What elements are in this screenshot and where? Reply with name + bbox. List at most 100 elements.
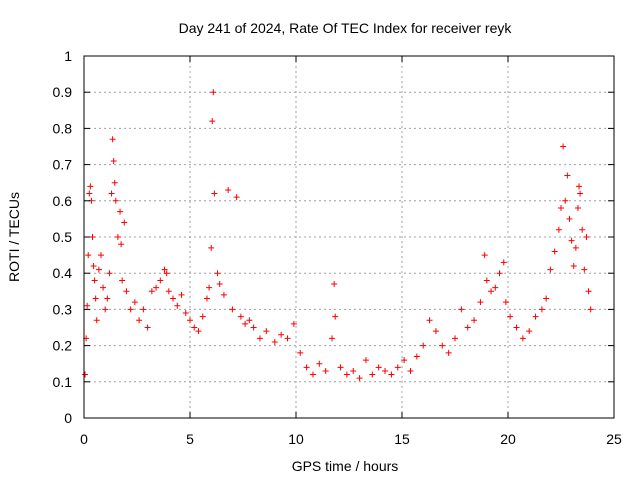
data-point (256, 335, 263, 342)
data-point (477, 299, 484, 306)
data-point (82, 371, 89, 378)
chart-title: Day 241 of 2024, Rate Of TEC Index for r… (179, 20, 513, 36)
y-tick-label: 0 (64, 410, 72, 426)
data-point (555, 226, 562, 233)
data-point (209, 118, 216, 125)
data-point (538, 306, 545, 313)
data-point (375, 364, 382, 371)
data-point (118, 241, 125, 248)
data-point (91, 277, 98, 284)
data-point (572, 244, 579, 251)
data-point (488, 288, 495, 295)
data-point (513, 324, 520, 331)
data-point (148, 288, 155, 295)
data-point (369, 371, 376, 378)
data-point (343, 371, 350, 378)
data-point (297, 349, 304, 356)
y-tick-label: 0.1 (53, 374, 73, 390)
data-point (203, 295, 210, 302)
data-point (577, 190, 584, 197)
data-point (445, 349, 452, 356)
data-point (309, 371, 316, 378)
x-tick-label: 15 (394, 431, 410, 447)
data-point (86, 190, 93, 197)
data-point (242, 320, 249, 327)
data-point (119, 277, 126, 284)
data-point (579, 226, 586, 233)
data-point (496, 270, 503, 277)
data-point (93, 317, 100, 324)
data-point (426, 317, 433, 324)
data-point (303, 364, 310, 371)
data-point (211, 190, 218, 197)
data-point (199, 313, 206, 320)
data-point (178, 291, 185, 298)
data-point (507, 313, 514, 320)
data-point (585, 288, 592, 295)
data-point (144, 324, 151, 331)
data-point (407, 367, 414, 374)
data-point (92, 295, 99, 302)
data-point (100, 284, 107, 291)
data-point (191, 324, 198, 331)
data-point (481, 252, 488, 259)
data-point (316, 360, 323, 367)
data-point (206, 284, 213, 291)
data-point (526, 328, 533, 335)
y-tick-label: 0.6 (53, 193, 73, 209)
data-point (214, 270, 221, 277)
x-tick-label: 0 (80, 431, 88, 447)
data-point (562, 197, 569, 204)
data-point (161, 266, 168, 273)
data-point (566, 215, 573, 222)
data-point (95, 266, 102, 273)
y-tick-label: 0.2 (53, 338, 73, 354)
data-point (111, 179, 118, 186)
data-point (356, 375, 363, 382)
x-tick-label: 20 (500, 431, 516, 447)
y-tick-label: 0.9 (53, 84, 73, 100)
data-point (439, 342, 446, 349)
data-point (458, 306, 465, 313)
data-point (452, 335, 458, 342)
data-point (140, 306, 147, 313)
data-point (246, 317, 253, 324)
data-point (220, 291, 227, 298)
data-point (85, 252, 92, 259)
data-point (233, 194, 240, 201)
data-point (560, 143, 567, 150)
data-point (263, 328, 270, 335)
data-point (464, 324, 471, 331)
data-point (102, 306, 109, 313)
data-point (229, 306, 236, 313)
data-point (587, 306, 594, 313)
data-point (519, 335, 526, 342)
data-point (84, 302, 91, 309)
data-point (583, 234, 590, 240)
y-tick-label: 0.5 (53, 229, 73, 245)
data-point (394, 364, 401, 371)
data-point (104, 295, 111, 302)
y-tick-label: 0.4 (53, 265, 73, 281)
x-axis-label: GPS time / hours (292, 458, 399, 474)
data-point (121, 219, 128, 226)
data-point (108, 190, 115, 197)
data-point (165, 288, 172, 295)
data-point (500, 259, 507, 266)
x-tick-labels: 0 5 10 15 20 25 (80, 431, 622, 447)
data-point (157, 277, 164, 284)
data-point (322, 367, 329, 374)
data-point (208, 244, 215, 251)
data-point (568, 237, 575, 244)
data-point (581, 266, 588, 273)
data-point (87, 183, 94, 190)
y-tick-label: 0.3 (53, 301, 73, 317)
x-tick-label: 25 (606, 431, 622, 447)
data-point (225, 186, 232, 193)
data-point (337, 364, 344, 371)
data-point (112, 197, 119, 204)
data-point (331, 281, 338, 288)
data-point (89, 234, 96, 240)
data-point (109, 136, 116, 143)
